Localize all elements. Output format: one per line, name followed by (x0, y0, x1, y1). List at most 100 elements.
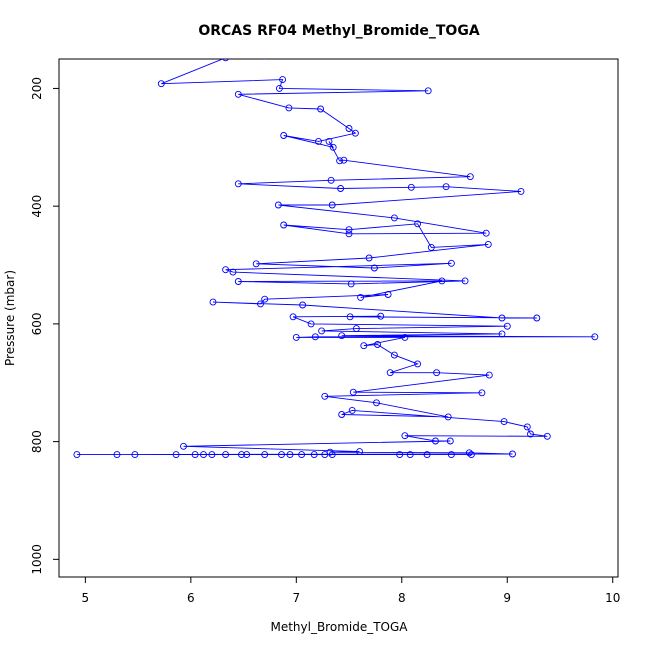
data-point (209, 298, 217, 306)
data-point (208, 451, 216, 459)
data-point (406, 451, 414, 459)
x-tick-label: 5 (82, 591, 90, 605)
data-point (467, 451, 475, 459)
data-point (252, 260, 260, 268)
data-point (321, 392, 329, 400)
data-point (447, 451, 455, 459)
data-point (262, 59, 267, 60)
data-point (356, 448, 364, 456)
data-point (591, 333, 599, 341)
x-tick-label: 8 (398, 591, 406, 605)
data-point (482, 229, 490, 237)
data-point (338, 411, 346, 418)
data-point (318, 327, 326, 335)
x-tick-label: 10 (605, 591, 620, 605)
data-point (370, 264, 378, 272)
data-point (298, 451, 306, 459)
data-point (527, 430, 534, 438)
data-point (442, 183, 450, 191)
data-point (365, 254, 373, 262)
data-point (191, 451, 199, 459)
data-point (346, 313, 354, 321)
data-point (485, 371, 493, 379)
data-point (407, 183, 415, 191)
data-point (285, 104, 293, 112)
data-point (73, 451, 81, 459)
data-point (414, 220, 422, 228)
data-point (498, 314, 506, 322)
data-point (327, 176, 335, 184)
data-point (274, 201, 282, 209)
data-point (200, 451, 207, 459)
data-point (349, 388, 357, 396)
data-point (222, 59, 229, 62)
data-point (345, 226, 353, 234)
data-point (222, 266, 230, 274)
data-point (352, 325, 360, 333)
data-point (503, 322, 511, 330)
data-point (377, 312, 385, 320)
data-point (321, 451, 329, 459)
x-tick-label: 9 (503, 591, 511, 605)
data-point (384, 291, 392, 298)
data-point (131, 451, 139, 459)
data-point (484, 240, 492, 248)
y-tick-label: 1000 (30, 544, 44, 575)
x-axis-label: Methyl_Bromide_TOGA (270, 620, 408, 634)
data-point (374, 341, 381, 348)
data-point (113, 451, 121, 459)
data-point (446, 437, 454, 445)
y-tick-label: 800 (30, 430, 44, 453)
data-point (401, 333, 409, 341)
data-point (286, 451, 294, 459)
data-point (315, 137, 322, 145)
data-point (238, 451, 245, 459)
data-point (517, 187, 525, 195)
y-tick-label: 400 (30, 195, 44, 218)
data-point (373, 399, 380, 407)
data-point (360, 342, 368, 350)
data-point (414, 360, 422, 368)
data-point (433, 369, 441, 377)
data-point (523, 423, 531, 431)
data-point (299, 301, 307, 309)
data-point (222, 451, 230, 459)
data-point (325, 137, 333, 145)
plot-frame (58, 58, 619, 578)
data-point (261, 295, 269, 303)
data-point (328, 201, 336, 209)
x-tick-label: 7 (292, 591, 300, 605)
data-point (229, 268, 237, 276)
data-point (498, 330, 506, 338)
data-point (340, 156, 348, 164)
data-point (427, 243, 435, 251)
data-point (447, 259, 455, 267)
data-point (509, 450, 516, 458)
data-point (337, 185, 345, 192)
data-point (307, 320, 315, 328)
data-point (275, 84, 283, 92)
data-point (336, 157, 344, 165)
data-point (345, 230, 353, 238)
data-point (500, 418, 508, 426)
data-point (351, 129, 359, 137)
data-point (278, 451, 285, 459)
y-axis: 200 400 600 800 1000 (30, 77, 59, 575)
data-point (357, 293, 365, 301)
data-point (317, 105, 325, 113)
data-point (289, 313, 297, 321)
x-tick-label: 6 (187, 591, 195, 605)
series-line (76, 59, 595, 456)
data-point (444, 413, 452, 421)
data-point (543, 432, 551, 440)
data-point (461, 277, 469, 285)
data-point (234, 278, 242, 285)
y-axis-label: Pressure (mbar) (3, 270, 17, 366)
data-point (424, 87, 432, 95)
data-point (180, 442, 187, 450)
data-point (234, 90, 242, 98)
data-point (533, 314, 541, 322)
y-tick-label: 600 (30, 312, 44, 335)
data-point (243, 451, 251, 459)
